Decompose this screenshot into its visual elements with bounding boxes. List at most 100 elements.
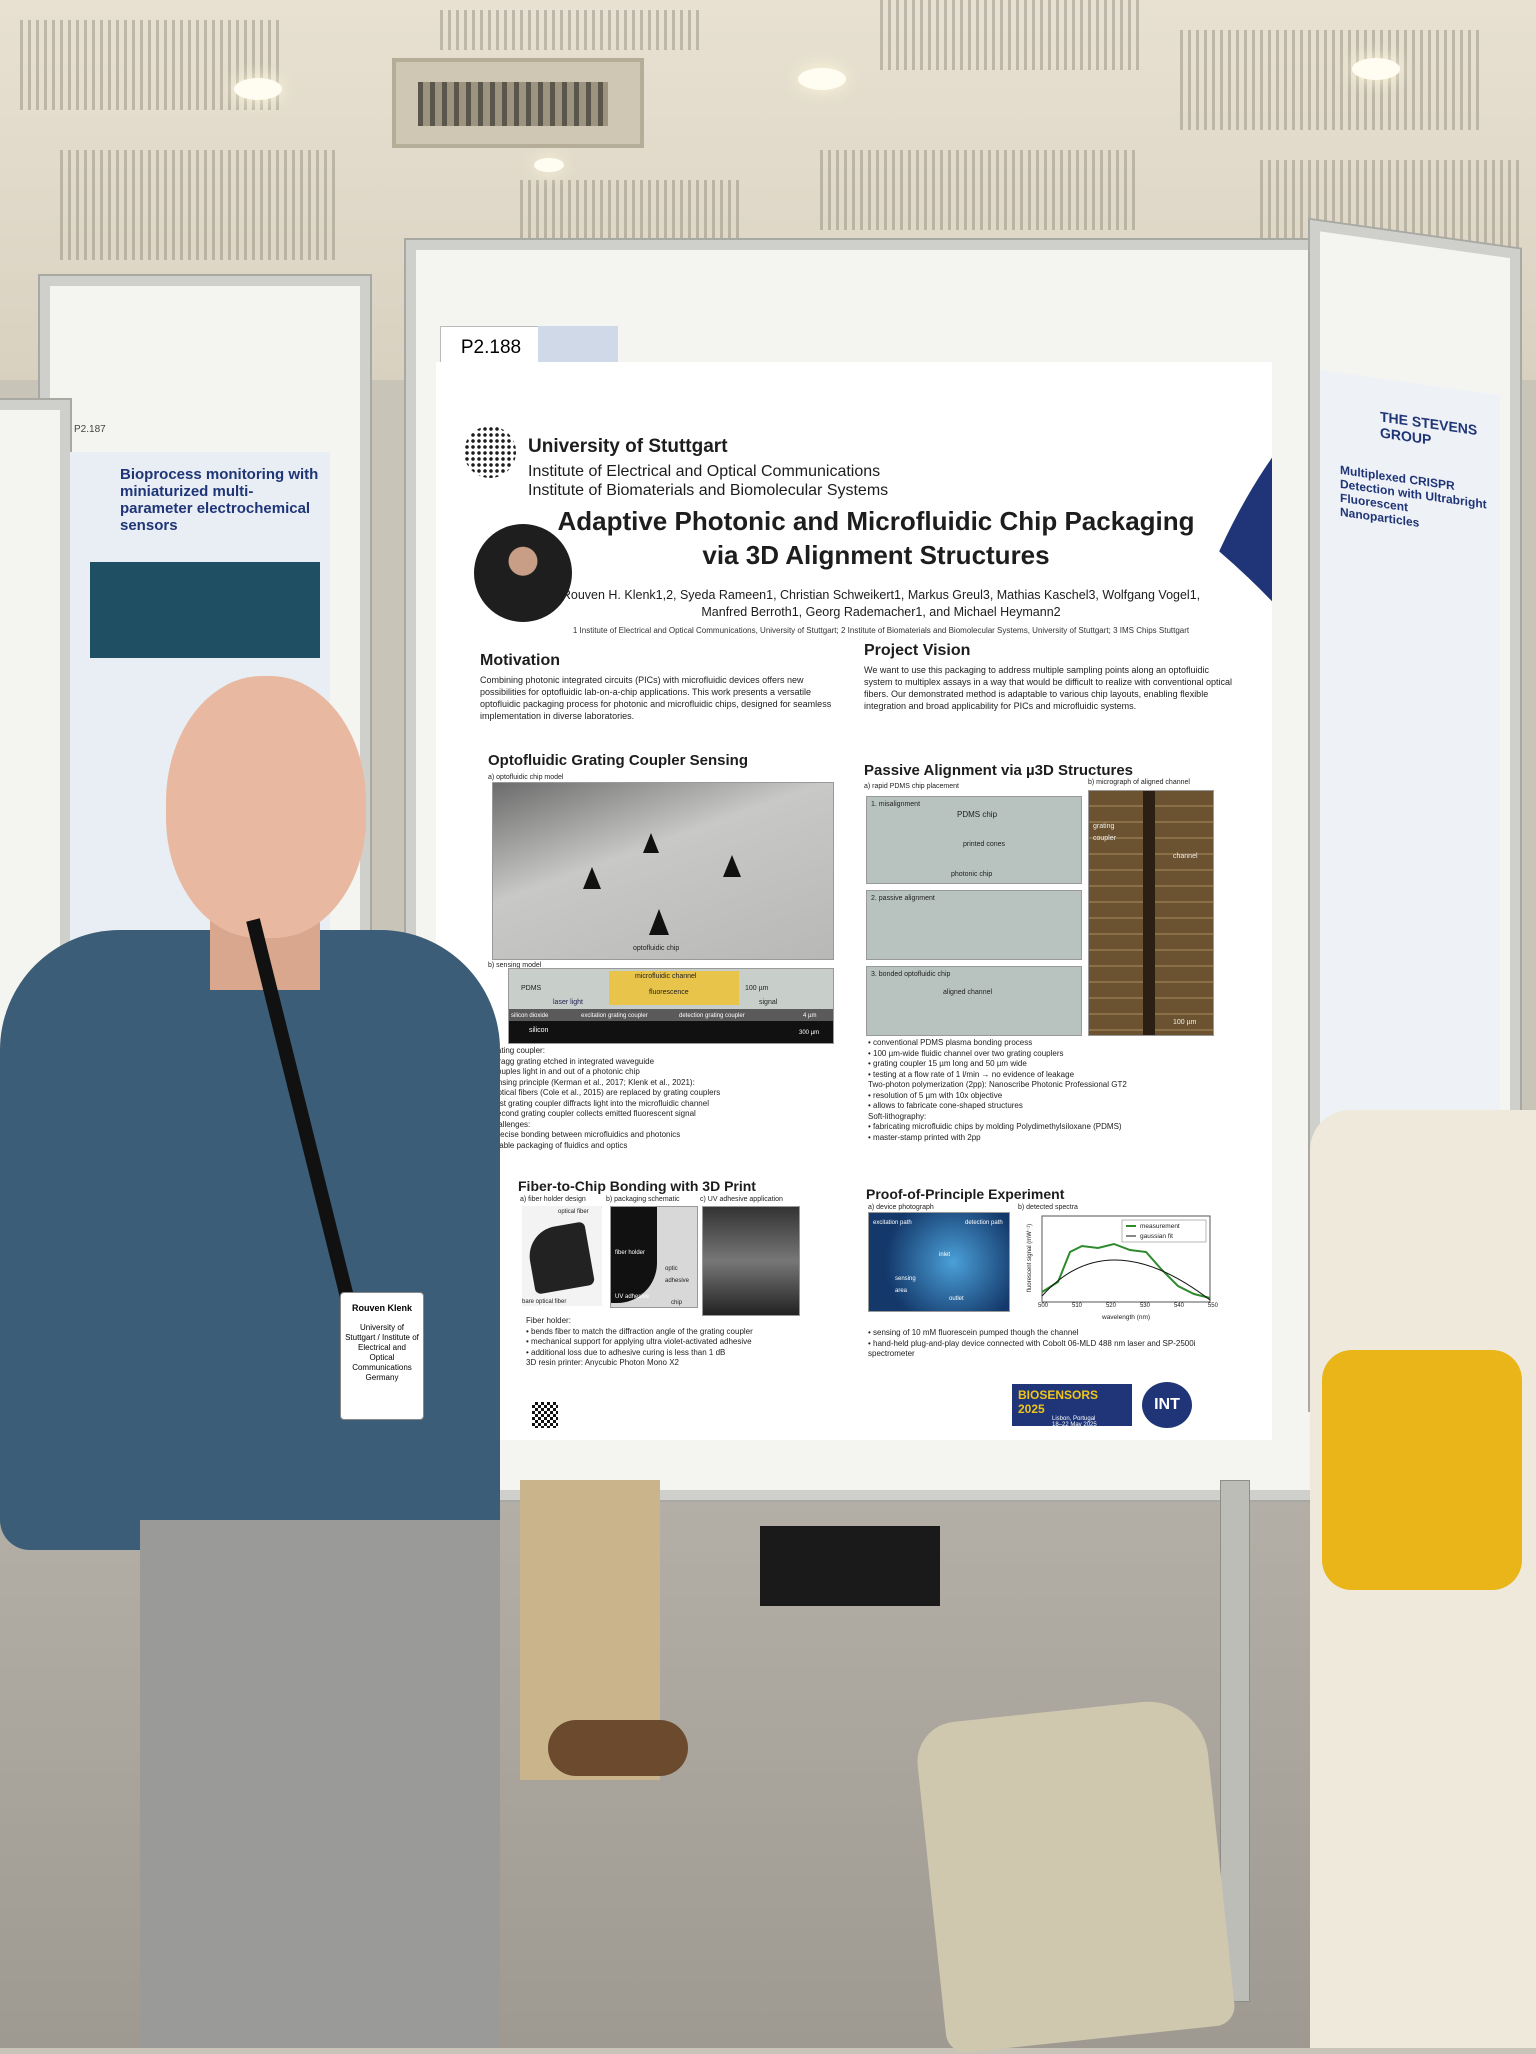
chart-legend bbox=[1121, 1219, 1207, 1243]
shoe bbox=[548, 1720, 688, 1776]
grating-heading: Optofluidic Grating Coupler Sensing bbox=[488, 752, 749, 769]
person-shirt bbox=[0, 930, 500, 1550]
person-trousers bbox=[140, 1520, 500, 2048]
step3-label: 3. bonded optofluidic chip bbox=[871, 971, 951, 978]
poster-affiliations: 1 Institute of Electrical and Optical Co… bbox=[572, 626, 1190, 635]
int-logo: INT bbox=[1142, 1382, 1192, 1428]
university-logo bbox=[464, 426, 516, 478]
proof-bullets: • sensing of 10 mM fluorescein pumped th… bbox=[868, 1328, 1198, 1360]
chip-label: optofluidic chip bbox=[633, 945, 680, 952]
x-tick: 510 bbox=[1071, 1303, 1082, 1309]
300um-label: 300 µm bbox=[799, 1030, 820, 1036]
bullet: • conventional PDMS plasma bonding proce… bbox=[868, 1038, 1033, 1047]
motivation-heading: Motivation bbox=[480, 652, 560, 669]
x-ticks: 500 510 520 530 540 550 bbox=[1038, 1303, 1218, 1309]
bullet: • additional loss due to adhesive curing… bbox=[526, 1347, 726, 1357]
x-tick: 540 bbox=[1173, 1303, 1184, 1309]
chip-label-fiber: chip bbox=[671, 1300, 683, 1306]
bullet: • hand-held plug-and-play device connect… bbox=[868, 1338, 1196, 1359]
passive-fig-b-label: b) micrograph of aligned channel bbox=[1088, 779, 1190, 786]
fiber-holder-label: fiber holder bbox=[615, 1250, 646, 1256]
left-poster-number: P2.187 bbox=[74, 424, 106, 435]
bullet: Soft-lithography: bbox=[868, 1111, 927, 1121]
qr-code bbox=[532, 1402, 558, 1428]
cone bbox=[643, 833, 659, 853]
bullet: • sensing of 10 mM fluorescein pumped th… bbox=[868, 1328, 1079, 1337]
bullet: • allows to fabricate cone-shaped struct… bbox=[868, 1101, 1023, 1110]
bullet: • testing at a flow rate of 1 l/min → no… bbox=[868, 1069, 1075, 1079]
author-photo bbox=[474, 524, 572, 622]
gaussian-fit-line bbox=[1041, 1259, 1211, 1301]
backpack-on-floor bbox=[913, 1695, 1237, 2054]
passive-bullets: • conventional PDMS plasma bonding proce… bbox=[868, 1038, 1228, 1143]
cone bbox=[583, 867, 601, 889]
detection-coupler-label: detection grating coupler bbox=[679, 1013, 745, 1019]
bullet: Grating coupler: bbox=[488, 1046, 545, 1055]
fiber-fig-b-label: b) packaging schematic bbox=[606, 1196, 680, 1203]
pdms-chip-label: PDMS chip bbox=[957, 810, 998, 819]
right-poster-group: THE STEVENS GROUP bbox=[1380, 408, 1478, 448]
detection-path-label: detection path bbox=[965, 1220, 1003, 1226]
name-badge: Rouven Klenk University of Stuttgart / I… bbox=[340, 1292, 424, 1420]
100um-label: 100 µm bbox=[745, 985, 769, 992]
bullet: • fabricating microfluidic chips by mold… bbox=[868, 1122, 1122, 1131]
optofluidic-chip-render: optofluidic chip bbox=[492, 782, 834, 960]
bare-fiber-label: bare optical fiber bbox=[522, 1299, 567, 1305]
laser-label: laser light bbox=[553, 999, 583, 1006]
university-name: University of Stuttgart bbox=[528, 436, 728, 457]
ceiling-vent-grille bbox=[418, 82, 608, 126]
pdms-label: PDMS bbox=[521, 985, 542, 992]
inlet-label: inlet bbox=[939, 1252, 951, 1258]
poster-title: Adaptive Photonic and Microfluidic Chip … bbox=[557, 506, 1195, 570]
bullet: • master-stamp printed with 2pp bbox=[868, 1132, 981, 1142]
legend-gaussian: gaussian fit bbox=[1140, 1233, 1173, 1240]
x-tick: 500 bbox=[1038, 1303, 1049, 1309]
oxide-label: silicon dioxide bbox=[511, 1013, 549, 1019]
grating-fig-b-label: b) sensing model bbox=[488, 962, 542, 969]
fiber-holder-design: optical fiber bare optical fiber bbox=[522, 1206, 602, 1306]
misalignment-panel: 1. misalignment PDMS chip printed cones … bbox=[866, 796, 1082, 884]
passive-alignment-panel: 2. passive alignment bbox=[866, 890, 1082, 960]
research-poster: University of Stuttgart Institute of Ele… bbox=[436, 362, 1272, 1440]
poster-authors: Rouven H. Klenk1,2, Syeda Rameen1, Chris… bbox=[561, 588, 1201, 619]
ceiling-light bbox=[234, 78, 282, 100]
outlet-label: outlet bbox=[949, 1296, 964, 1302]
conference-dates: 18–22 May 2025 bbox=[1052, 1422, 1097, 1428]
sensing-model-diagram: PDMS microfluidic channel fluorescence l… bbox=[508, 968, 834, 1044]
device-photograph: excitation path detection path inlet sen… bbox=[868, 1212, 1010, 1312]
bonded-chip-panel: 3. bonded optofluidic chip aligned chann… bbox=[866, 966, 1082, 1036]
badge-org: University of Stuttgart / Institute of E… bbox=[345, 1323, 419, 1382]
bullet: • precise bonding between microfluidics … bbox=[488, 1130, 681, 1139]
measurement-line bbox=[1041, 1242, 1211, 1299]
bullet: Fiber holder: bbox=[526, 1316, 571, 1325]
uv-adhesive-label: UV adhesive bbox=[615, 1294, 650, 1300]
bullet: • optical fibers (Cole et al., 2015) are… bbox=[488, 1088, 721, 1097]
sensing-area-label: sensing area bbox=[895, 1276, 916, 1294]
bullet: • grating coupler 15 µm long and 50 µm w… bbox=[868, 1059, 1027, 1068]
bullet: • stable packaging of fluidics and optic… bbox=[488, 1140, 628, 1150]
photonic-chip-label: photonic chip bbox=[951, 871, 993, 878]
fiber-fig-c-label: c) UV adhesive application bbox=[700, 1196, 783, 1203]
ceiling-light bbox=[534, 158, 564, 172]
bullet: Challenges: bbox=[488, 1119, 531, 1129]
proof-fig-b-label: b) detected spectra bbox=[1018, 1204, 1078, 1211]
bullet: • second grating coupler collects emitte… bbox=[488, 1109, 696, 1118]
uv-adhesive-photos bbox=[702, 1206, 800, 1316]
channel-micrograph: grating coupler channel 100 µm bbox=[1088, 790, 1214, 1036]
x-tick: 530 bbox=[1139, 1303, 1150, 1309]
cone bbox=[649, 909, 669, 935]
badge-name: Rouven Klenk bbox=[351, 1303, 412, 1313]
x-tick: 550 bbox=[1207, 1303, 1218, 1309]
channel-label: microfluidic channel bbox=[635, 973, 697, 980]
bullet: • 100 µm-wide fluidic channel over two g… bbox=[868, 1048, 1064, 1058]
grating-bullets: Grating coupler: • Bragg grating etched … bbox=[488, 1046, 828, 1151]
micrograph-grating-label: grating coupler bbox=[1093, 823, 1116, 842]
bullet: • bends fiber to match the diffraction a… bbox=[526, 1326, 753, 1336]
ceiling-light bbox=[1352, 58, 1400, 80]
bullet: • couples light in and out of a photonic… bbox=[488, 1067, 640, 1076]
passive-fig-a-label: a) rapid PDMS chip placement bbox=[864, 783, 959, 790]
bullet: • resolution of 5 µm with 10x objective bbox=[868, 1090, 1003, 1100]
person-legs-behind bbox=[760, 1526, 940, 1606]
bullet: • first grating coupler diffracts light … bbox=[488, 1098, 709, 1108]
bullet: Two-photon polymerization (2pp): Nanoscr… bbox=[868, 1080, 1127, 1089]
